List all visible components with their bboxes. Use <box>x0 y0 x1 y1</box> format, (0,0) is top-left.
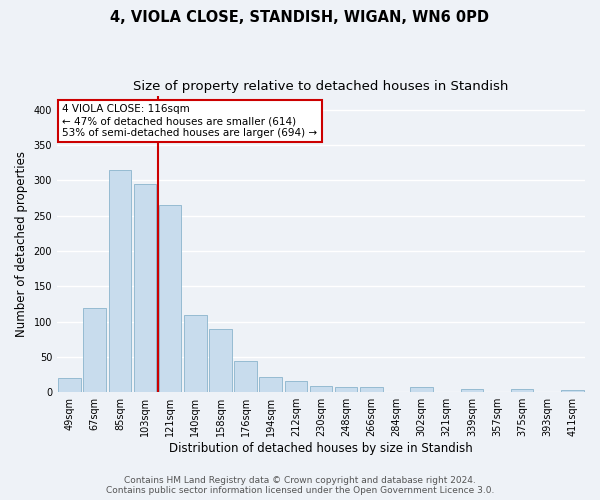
Text: Contains HM Land Registry data © Crown copyright and database right 2024.
Contai: Contains HM Land Registry data © Crown c… <box>106 476 494 495</box>
Title: Size of property relative to detached houses in Standish: Size of property relative to detached ho… <box>133 80 509 93</box>
Bar <box>335 388 358 392</box>
Bar <box>284 381 307 392</box>
Bar <box>410 388 433 392</box>
Bar <box>134 184 157 392</box>
Bar <box>234 361 257 392</box>
Y-axis label: Number of detached properties: Number of detached properties <box>15 151 28 337</box>
Bar <box>209 330 232 392</box>
Bar <box>561 390 584 392</box>
Bar <box>360 388 383 392</box>
Bar <box>109 170 131 392</box>
Bar <box>184 315 206 392</box>
Bar <box>511 388 533 392</box>
Bar <box>159 205 181 392</box>
Bar <box>83 308 106 392</box>
Bar <box>58 378 81 392</box>
Bar <box>310 386 332 392</box>
Text: 4 VIOLA CLOSE: 116sqm
← 47% of detached houses are smaller (614)
53% of semi-det: 4 VIOLA CLOSE: 116sqm ← 47% of detached … <box>62 104 317 138</box>
Text: 4, VIOLA CLOSE, STANDISH, WIGAN, WN6 0PD: 4, VIOLA CLOSE, STANDISH, WIGAN, WN6 0PD <box>110 10 490 25</box>
X-axis label: Distribution of detached houses by size in Standish: Distribution of detached houses by size … <box>169 442 473 455</box>
Bar <box>461 390 483 392</box>
Bar <box>259 378 282 392</box>
